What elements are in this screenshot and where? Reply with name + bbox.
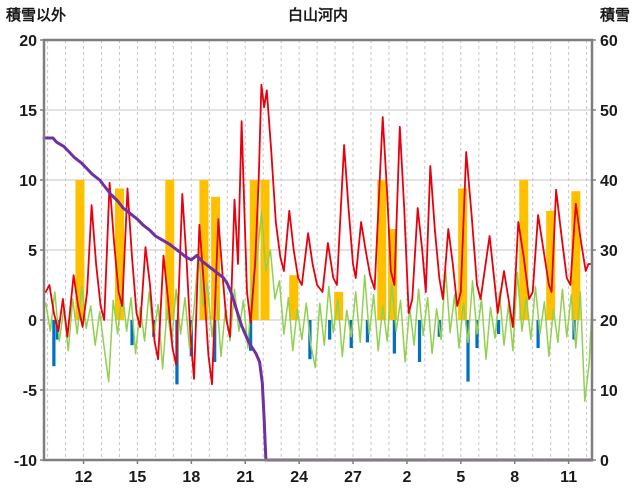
svg-text:10: 10 [19, 173, 37, 190]
svg-text:30: 30 [600, 243, 618, 260]
svg-text:11: 11 [560, 469, 577, 486]
svg-text:21: 21 [236, 469, 254, 486]
svg-text:20: 20 [19, 33, 37, 50]
purple-line-series [42, 136, 594, 462]
svg-text:-10: -10 [14, 453, 37, 470]
left-axis-labels: 20 15 10 5 0 -5 -10 [14, 33, 44, 470]
svg-text:0: 0 [600, 453, 609, 470]
svg-text:5: 5 [28, 243, 37, 260]
svg-text:40: 40 [600, 173, 618, 190]
svg-text:-5: -5 [23, 383, 37, 400]
svg-text:50: 50 [600, 103, 618, 120]
svg-text:8: 8 [510, 469, 519, 486]
svg-text:15: 15 [129, 469, 147, 486]
svg-text:27: 27 [344, 469, 362, 486]
x-axis-labels: 12 15 18 21 24 27 2 5 8 11 [75, 460, 577, 486]
right-axis-labels: 60 50 40 30 20 10 0 [592, 33, 618, 470]
chart-title: 白山河内 [287, 7, 348, 24]
svg-text:12: 12 [75, 469, 93, 486]
svg-text:60: 60 [600, 33, 618, 50]
svg-text:0: 0 [28, 313, 37, 330]
svg-text:5: 5 [456, 469, 465, 486]
svg-text:10: 10 [600, 383, 618, 400]
right-axis-title: 積雪 [599, 7, 630, 24]
green-line-series [45, 210, 593, 402]
gridlines [44, 40, 592, 460]
svg-text:20: 20 [600, 313, 618, 330]
svg-text:18: 18 [182, 469, 200, 486]
svg-text:2: 2 [402, 469, 411, 486]
red-line-series [44, 83, 593, 386]
svg-text:24: 24 [290, 469, 308, 486]
svg-text:15: 15 [19, 103, 37, 120]
left-axis-title: 積雪以外 [6, 7, 67, 24]
